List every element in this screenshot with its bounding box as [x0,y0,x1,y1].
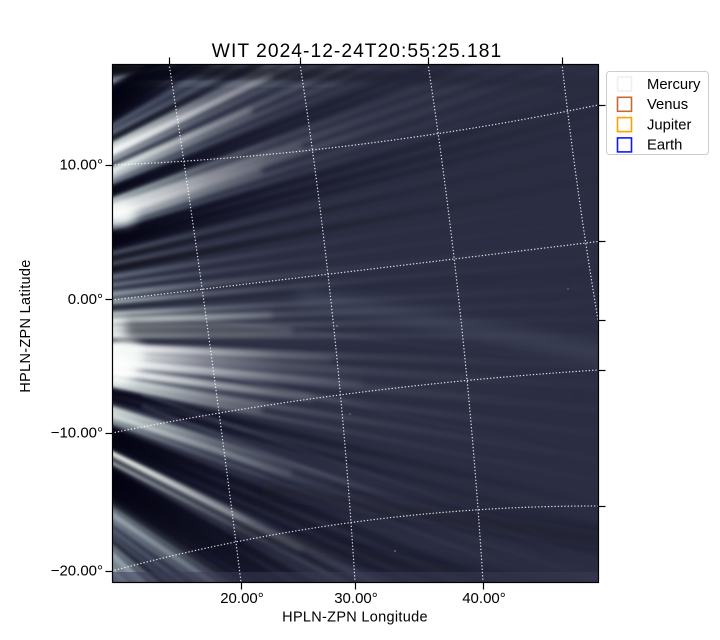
svg-text:Jupiter: Jupiter [647,117,691,133]
svg-text:Earth: Earth [647,138,682,154]
svg-text:10.00°: 10.00° [59,157,103,174]
svg-text:WIT 2024-12-24T20:55:25.181: WIT 2024-12-24T20:55:25.181 [212,41,502,62]
svg-text:−10.00°: −10.00° [51,425,103,442]
svg-text:Mercury: Mercury [647,77,701,93]
svg-text:HPLN-ZPN Latitude: HPLN-ZPN Latitude [18,259,34,392]
svg-text:20.00°: 20.00° [220,590,264,607]
svg-text:40.00°: 40.00° [462,590,506,607]
svg-text:Venus: Venus [647,97,688,113]
svg-text:HPLN-ZPN Longitude: HPLN-ZPN Longitude [282,610,428,626]
svg-text:0.00°: 0.00° [68,291,103,308]
svg-text:−20.00°: −20.00° [51,563,103,580]
svg-text:30.00°: 30.00° [334,590,378,607]
